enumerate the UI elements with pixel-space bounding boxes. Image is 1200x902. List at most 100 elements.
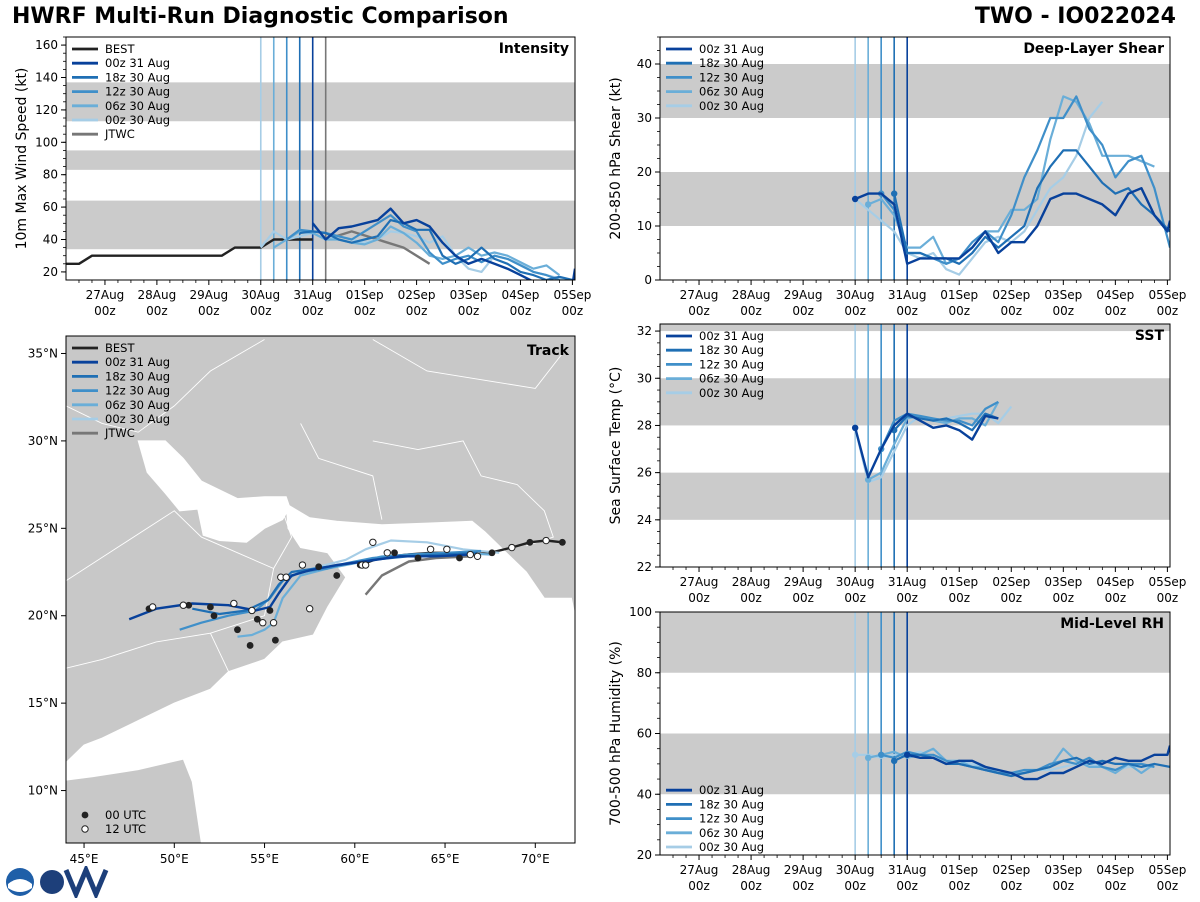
map-frame [65,335,576,844]
x-tick-label: 30Aug [241,288,280,302]
x-tick-sublabel: 00z [896,879,918,893]
marker-00utc [414,554,422,562]
shaded-band [660,612,1170,673]
x-tick-label: 05Sep [553,288,591,302]
marker-00utc [558,538,566,546]
track-panel: 45°E 50°E 55°E 60°E 65°E 70°E 10°N 15°N 20°N 25°N… [28,335,576,866]
x-tick-label: 02Sep [992,288,1030,302]
marker-12utc [508,543,516,552]
shaded-band [66,82,575,122]
marker-12utc [369,538,377,546]
x-tick-sublabel: 00z [1157,591,1179,605]
y-tick-label: 20 [43,265,58,279]
y-tick-label: 20 [637,848,652,862]
marker-00utc [315,563,323,571]
lat-tick-label: 10°N [28,784,58,798]
x-tick-sublabel: 00z [688,591,710,605]
x-tick-label: 27Aug [86,288,125,302]
y-tick-label: 0 [644,273,652,287]
x-tick-sublabel: 00z [1000,304,1022,318]
x-tick-label: 28Aug [732,288,771,302]
x-tick-label: 01Sep [346,288,384,302]
marker-12utc [282,573,290,581]
y-axis-label: 200-850 hPa Shear (kt) [608,77,624,239]
legend-label: 06z 30 Aug [105,99,170,113]
x-tick-label: 30Aug [836,863,875,877]
legend-label: 00z 30 Aug [699,99,764,113]
marker-12utc [179,601,188,609]
marker-12utc [259,619,267,627]
series-start-dot [890,190,898,197]
series-line-00z-30-aug [854,101,1104,276]
marker-12utc [269,619,278,627]
plot-frame [659,323,1171,568]
x-tick-label: 30Aug [836,288,875,302]
y-tick-label: 100 [35,135,58,149]
panel-title: Deep-Layer Shear [1023,41,1164,57]
x-tick-label: 02Sep [398,288,436,302]
x-tick-sublabel: 00z [948,591,970,605]
country-border [372,440,554,547]
marker-12utc [148,603,157,611]
shaded-band [660,324,1170,332]
x-tick-sublabel: 00z [562,304,584,318]
legend-label: 18z 30 Aug [699,797,764,811]
x-tick-sublabel: 00z [94,304,116,318]
x-tick-label: 03Sep [1044,288,1082,302]
x-tick-label: 29Aug [784,575,823,589]
panel-title: Intensity [499,41,569,57]
y-tick-label: 28 [637,418,652,432]
marker-12utc [361,561,370,569]
series-line-12z-30-aug [880,750,1155,775]
x-tick-sublabel: 00z [688,879,710,893]
x-tick-sublabel: 00z [792,879,814,893]
shear-panel: 0 10 20 30 40 27Aug 00z 28Aug 00z 29Aug 00z 30Aug 00… [608,36,1186,318]
legend-marker-12utc [81,825,89,833]
legend-label: 06z 30 Aug [105,398,170,412]
marker-12utc [383,549,391,557]
x-tick-label: 30Aug [836,575,875,589]
y-tick-label: 32 [637,324,652,338]
y-tick-label: 40 [637,787,652,801]
x-tick-label: 31Aug [888,863,927,877]
series-start-dot [877,751,885,758]
legend-label: 00z 31 Aug [699,329,764,343]
lon-tick-label: 60°E [340,852,369,866]
x-tick-label: 05Sep [1148,575,1186,589]
country-border [66,339,265,433]
marker-12utc [305,605,314,613]
x-tick-sublabel: 00z [896,304,918,318]
marker-00utc [391,549,398,557]
x-tick-sublabel: 00z [406,304,428,318]
y-tick-label: 20 [637,165,652,179]
x-tick-sublabel: 00z [740,591,762,605]
legend-label: BEST [105,341,135,355]
series-line-06z-30-aug [273,225,561,276]
x-tick-label: 29Aug [784,288,823,302]
x-tick-sublabel: 00z [1000,879,1022,893]
x-tick-label: 03Sep [1044,863,1082,877]
x-tick-label: 31Aug [888,575,927,589]
legend-label: 00z 31 Aug [105,56,170,70]
x-tick-sublabel: 00z [354,304,376,318]
x-tick-sublabel: 00z [198,304,220,318]
marker-00utc [488,549,496,557]
legend-label: 12z 30 Aug [699,812,764,826]
panel-title: Track [527,343,570,359]
x-tick-sublabel: 00z [792,304,814,318]
x-tick-sublabel: 00z [146,304,168,318]
legend-label: 12z 30 Aug [105,384,170,398]
legend-label: 12z 30 Aug [105,85,170,99]
x-tick-label: 31Aug [888,288,927,302]
x-tick-label: 29Aug [784,863,823,877]
legend-label: 18z 30 Aug [105,70,170,84]
marker-00utc [526,538,534,546]
x-tick-label: 27Aug [680,288,719,302]
x-tick-sublabel: 00z [1105,591,1127,605]
legend-label: 06z 30 Aug [699,826,764,840]
shaded-band [660,172,1170,226]
x-tick-sublabel: 00z [1105,304,1127,318]
marker-12utc [426,545,435,553]
series-start-dot [864,754,872,761]
legend-label: 00z 31 Aug [105,355,170,369]
